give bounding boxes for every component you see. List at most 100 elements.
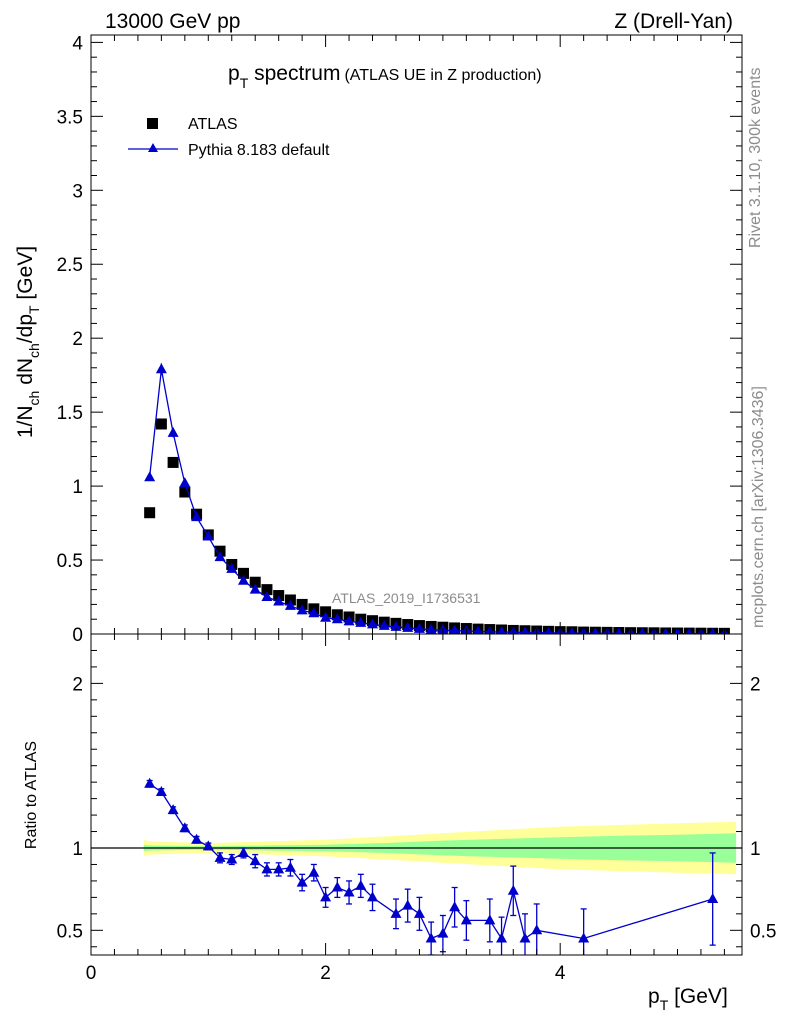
ratio-axis-ticks: 0.5 0.5 1 1 2 2 0 2 4: [57, 634, 776, 984]
ratio-line: [149, 783, 713, 941]
ratio-point: [179, 822, 191, 833]
main-title: pT spectrum (ATLAS UE in Z production): [228, 62, 542, 91]
pythia-point: [402, 621, 414, 632]
y-tick-label: 4: [72, 33, 83, 54]
title-p: p: [228, 62, 240, 85]
mcplots-label: mcplots.cern.ch [arXiv:1306.3436]: [750, 386, 767, 628]
ratio-point: [531, 924, 543, 935]
ratio-point: [202, 840, 214, 851]
y-tick-label: 3.5: [57, 107, 83, 128]
y-tick-label: 3: [72, 181, 83, 202]
ratio-frame: [90, 633, 743, 956]
ratio-point: [496, 932, 508, 943]
ratio-point: [331, 881, 343, 892]
ylabel-part: dN: [14, 358, 37, 391]
ratio-point: [578, 932, 590, 943]
pythia-point: [343, 615, 355, 626]
atlas-point: [144, 507, 156, 519]
pythia-point: [155, 363, 167, 374]
ratio-point: [367, 891, 379, 902]
analysis-label: ATLAS_2019_I1736531: [332, 590, 481, 606]
pythia-point: [662, 627, 670, 634]
y-tick-label: 1: [72, 477, 83, 498]
rivet-label: Rivet 3.1.10, 300k events: [747, 67, 764, 248]
legend-pythia-marker: [148, 143, 158, 152]
pythia-point: [685, 627, 693, 634]
ratio-point: [320, 891, 332, 902]
pythia-point: [544, 626, 553, 634]
pythia-point: [284, 599, 296, 610]
x-tick-label: 0: [86, 963, 97, 984]
pythia-point: [191, 511, 203, 522]
ratio-point: [343, 886, 355, 897]
ratio-plot-content: [91, 777, 742, 955]
legend-atlas-label: ATLAS: [188, 116, 238, 133]
ratio-point: [707, 893, 719, 904]
main-panel: 00.511.522.533.54 pT spectrum (ATLAS UE i…: [14, 33, 743, 646]
y-tick-label: 1.5: [57, 403, 83, 424]
pythia-point: [179, 477, 191, 488]
atlas-point: [179, 486, 191, 498]
x-axis-label: pT [GeV]: [648, 985, 728, 1013]
pythia-point: [425, 623, 437, 634]
y-tick-label: 0.5: [57, 551, 83, 572]
x-tick-label: 2: [320, 963, 331, 984]
pythia-point: [226, 562, 238, 573]
ratio-point: [237, 846, 249, 857]
ratio-point: [413, 907, 425, 918]
ratio-y-tick-label: 2: [72, 674, 83, 695]
pythia-point: [355, 616, 367, 627]
ratio-point: [437, 927, 449, 938]
y-tick-label: 0: [72, 625, 83, 646]
ratio-point: [484, 914, 496, 925]
ratio-point: [249, 855, 261, 866]
main-ylabel: 1/Nch dNch/dpT [GeV]: [14, 246, 42, 438]
pythia-point: [520, 626, 530, 634]
xlabel-p: p: [648, 985, 660, 1008]
legend: ATLAS Pythia 8.183 default: [128, 116, 330, 159]
ylabel-part: ch: [26, 343, 42, 358]
pythia-point: [497, 626, 506, 634]
ylabel-part: /dp: [14, 314, 37, 343]
ratio-y-tick-label-right: 0.5: [750, 921, 776, 942]
ratio-point: [284, 861, 296, 872]
pythia-point: [237, 574, 249, 585]
pythia-point: [367, 618, 379, 629]
ratio-y-tick-label: 0.5: [57, 921, 83, 942]
pythia-point: [296, 604, 308, 615]
pythia-point: [413, 622, 425, 633]
ratio-point: [155, 786, 167, 797]
ylabel-part: [GeV]: [14, 246, 37, 306]
main-axis-ticks: 0 0.5 1 1.5 2 2.5 3 3.5 4: [57, 33, 742, 646]
title-sub: T: [240, 75, 249, 91]
ratio-point: [519, 932, 531, 943]
ratio-point: [460, 914, 472, 925]
ratio-point: [261, 863, 273, 874]
pythia-point: [308, 607, 320, 618]
energy-label: 13000 GeV pp: [105, 10, 240, 33]
pythia-point: [568, 627, 576, 634]
ratio-point: [144, 777, 156, 788]
ratio-point: [355, 879, 367, 890]
ratio-y-tick-label-right: 1: [750, 839, 761, 860]
title-note: (ATLAS UE in Z production): [344, 67, 541, 84]
ratio-point: [214, 851, 226, 862]
ratio-point: [507, 884, 519, 895]
atlas-point: [261, 584, 273, 596]
ratio-point: [191, 833, 203, 844]
pythia-point: [615, 627, 623, 634]
ratio-point: [273, 863, 285, 874]
pythia-point: [709, 627, 717, 634]
title-rest: spectrum: [248, 62, 340, 85]
ratio-point: [167, 804, 179, 815]
atlas-point: [155, 418, 167, 430]
ylabel-part: T: [26, 305, 42, 314]
ratio-y-tick-label-right: 2: [750, 674, 761, 695]
atlas-point: [167, 456, 179, 468]
pythia-point: [390, 620, 402, 631]
pythia-point: [378, 619, 390, 630]
ratio-point: [425, 932, 437, 943]
pythia-point: [320, 611, 332, 622]
atlas-point: [249, 576, 261, 588]
